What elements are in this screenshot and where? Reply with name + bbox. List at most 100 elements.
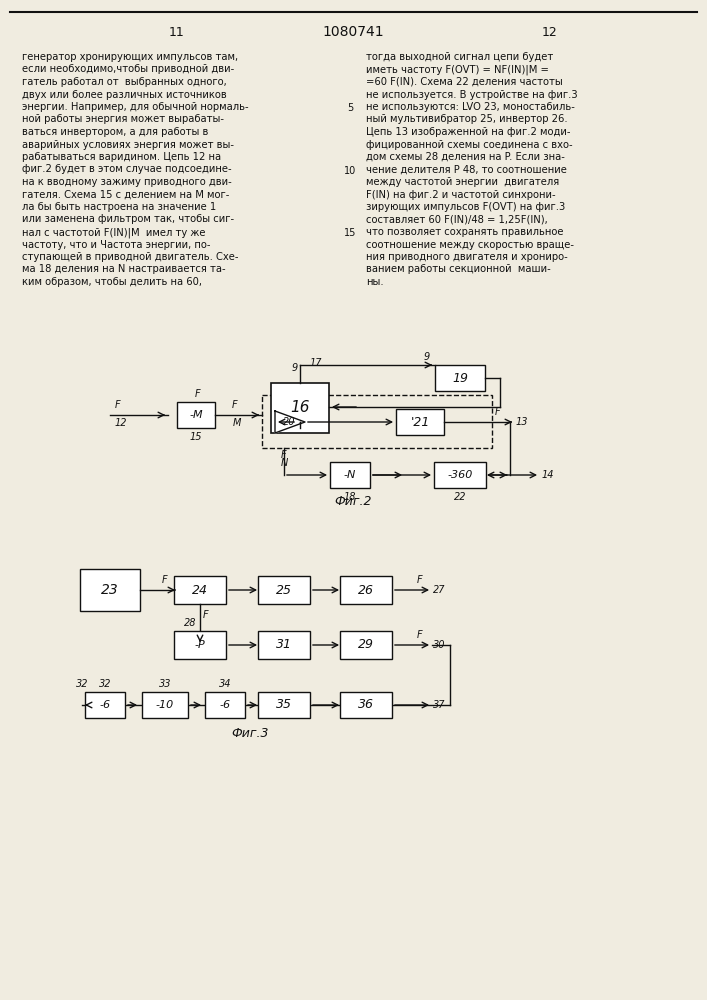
Text: ной работы энергия может вырабаты-: ной работы энергия может вырабаты- (22, 114, 224, 124)
Text: что позволяет сохранять правильное: что позволяет сохранять правильное (366, 227, 563, 237)
Text: 23: 23 (101, 583, 119, 597)
Text: -10: -10 (156, 700, 174, 710)
Text: 16: 16 (291, 400, 310, 416)
Bar (396, 409, 444, 435)
Text: -6: -6 (219, 700, 230, 710)
Text: Фиг.3: Фиг.3 (231, 727, 269, 740)
Text: между частотой энергии  двигателя: между частотой энергии двигателя (366, 177, 559, 187)
Text: нал с частотой F(IN)|M  имел ту же: нал с частотой F(IN)|M имел ту же (22, 227, 206, 237)
Text: 35: 35 (276, 698, 292, 712)
Text: ма 18 деления на N настраивается та-: ма 18 деления на N настраивается та- (22, 264, 226, 274)
Text: 12: 12 (542, 25, 558, 38)
Text: 15: 15 (189, 432, 202, 442)
Text: -P: -P (194, 640, 205, 650)
Text: ния приводного двигателя и хрониро-: ния приводного двигателя и хрониро- (366, 252, 568, 262)
Text: 20: 20 (283, 417, 296, 427)
Text: 12: 12 (115, 418, 127, 428)
Bar (258, 631, 310, 659)
Text: не используются: LVO 23, моностабиль-: не используются: LVO 23, моностабиль- (366, 102, 575, 112)
Text: Цепь 13 изображенной на фиг.2 моди-: Цепь 13 изображенной на фиг.2 моди- (366, 127, 571, 137)
Text: фиг.2 будет в этом случае подсоедине-: фиг.2 будет в этом случае подсоедине- (22, 164, 232, 174)
Text: 34: 34 (218, 679, 231, 689)
Bar (271, 383, 329, 433)
Text: дом схемы 28 деления на P. Если зна-: дом схемы 28 деления на P. Если зна- (366, 152, 565, 162)
Text: чение делителя P 48, то соотношение: чение делителя P 48, то соотношение (366, 164, 567, 174)
Text: F: F (162, 575, 168, 585)
Text: ким образом, чтобы делить на 60,: ким образом, чтобы делить на 60, (22, 277, 202, 287)
Text: ступающей в приводной двигатель. Схе-: ступающей в приводной двигатель. Схе- (22, 252, 238, 262)
Text: частоту, что и Частота энергии, по-: частоту, что и Частота энергии, по- (22, 239, 211, 249)
Text: 9: 9 (292, 363, 298, 373)
Bar (258, 576, 310, 604)
Text: гатель работал от  выбранных одного,: гатель работал от выбранных одного, (22, 77, 227, 87)
Text: 22: 22 (454, 492, 466, 502)
Text: ный мультивибратор 25, инвертор 26.: ный мультивибратор 25, инвертор 26. (366, 114, 568, 124)
Text: зирующих импульсов F(OVT) на фиг.3: зирующих импульсов F(OVT) на фиг.3 (366, 202, 566, 212)
Text: F: F (495, 407, 501, 417)
Text: 33: 33 (159, 679, 171, 689)
Text: 27: 27 (433, 585, 445, 595)
Text: M: M (233, 418, 241, 428)
Text: '21: '21 (410, 416, 430, 428)
Text: гателя. Схема 15 с делением на M мог-: гателя. Схема 15 с делением на M мог- (22, 190, 229, 200)
Text: 29: 29 (358, 639, 374, 652)
Text: не используется. В устройстве на фиг.3: не используется. В устройстве на фиг.3 (366, 90, 578, 100)
Text: двух или более различных источников: двух или более различных источников (22, 90, 227, 100)
Text: 14: 14 (542, 470, 554, 480)
Text: составляет 60 F(IN)/48 = 1,25F(IN),: составляет 60 F(IN)/48 = 1,25F(IN), (366, 215, 548, 225)
Text: если необходимо,чтобы приводной дви-: если необходимо,чтобы приводной дви- (22, 64, 234, 75)
Text: -M: -M (189, 410, 203, 420)
Bar (330, 462, 370, 488)
Bar (142, 692, 188, 718)
Text: 13: 13 (516, 417, 529, 427)
Text: F: F (281, 450, 287, 460)
Text: 31: 31 (276, 639, 292, 652)
Text: -N: -N (344, 470, 356, 480)
Text: иметь частоту F(OVT) = NF(IN)|M =: иметь частоту F(OVT) = NF(IN)|M = (366, 64, 549, 75)
Text: на к вводному зажиму приводного дви-: на к вводному зажиму приводного дви- (22, 177, 232, 187)
Text: Фиг.2: Фиг.2 (334, 495, 372, 508)
Text: =60 F(IN). Схема 22 деления частоты: =60 F(IN). Схема 22 деления частоты (366, 77, 563, 87)
Bar (258, 692, 310, 718)
Text: 26: 26 (358, 584, 374, 596)
Text: 18: 18 (344, 492, 356, 502)
Text: ваться инвертором, а для работы в: ваться инвертором, а для работы в (22, 127, 209, 137)
Text: -6: -6 (100, 700, 110, 710)
Text: 5: 5 (347, 103, 353, 113)
Text: генератор хронирующих импульсов там,: генератор хронирующих импульсов там, (22, 52, 238, 62)
Text: 32: 32 (99, 679, 111, 689)
Text: 9: 9 (424, 352, 430, 362)
Text: F: F (195, 389, 201, 399)
Bar (177, 402, 215, 428)
Bar (85, 692, 125, 718)
Text: N: N (281, 458, 288, 468)
Text: F(IN) на фиг.2 и частотой синхрони-: F(IN) на фиг.2 и частотой синхрони- (366, 190, 556, 200)
Bar (434, 462, 486, 488)
Bar (262, 395, 492, 448)
Text: F: F (115, 400, 121, 410)
Text: фицированной схемы соединена с вхо-: фицированной схемы соединена с вхо- (366, 139, 573, 149)
Text: F: F (232, 400, 238, 410)
Text: ванием работы секционной  маши-: ванием работы секционной маши- (366, 264, 551, 274)
Text: 19: 19 (452, 371, 468, 384)
Text: 28: 28 (184, 618, 197, 628)
Text: 32: 32 (76, 679, 88, 689)
Text: аварийных условиях энергия может вы-: аварийных условиях энергия может вы- (22, 139, 234, 149)
Bar (340, 692, 392, 718)
Text: рабатываться варидином. Цепь 12 на: рабатываться варидином. Цепь 12 на (22, 152, 221, 162)
Text: 24: 24 (192, 584, 208, 596)
Bar (435, 365, 485, 391)
Text: 15: 15 (344, 228, 356, 238)
Bar (205, 692, 245, 718)
Text: 11: 11 (169, 25, 185, 38)
Text: F: F (417, 630, 423, 640)
Text: ла бы быть настроена на значение 1: ла бы быть настроена на значение 1 (22, 202, 216, 212)
Text: 37: 37 (433, 700, 445, 710)
Text: -360: -360 (448, 470, 473, 480)
Text: 1080741: 1080741 (322, 25, 384, 39)
Text: 25: 25 (276, 584, 292, 596)
Bar (80, 569, 140, 611)
Text: 17: 17 (310, 358, 322, 368)
Polygon shape (275, 411, 305, 433)
Text: 30: 30 (433, 640, 445, 650)
